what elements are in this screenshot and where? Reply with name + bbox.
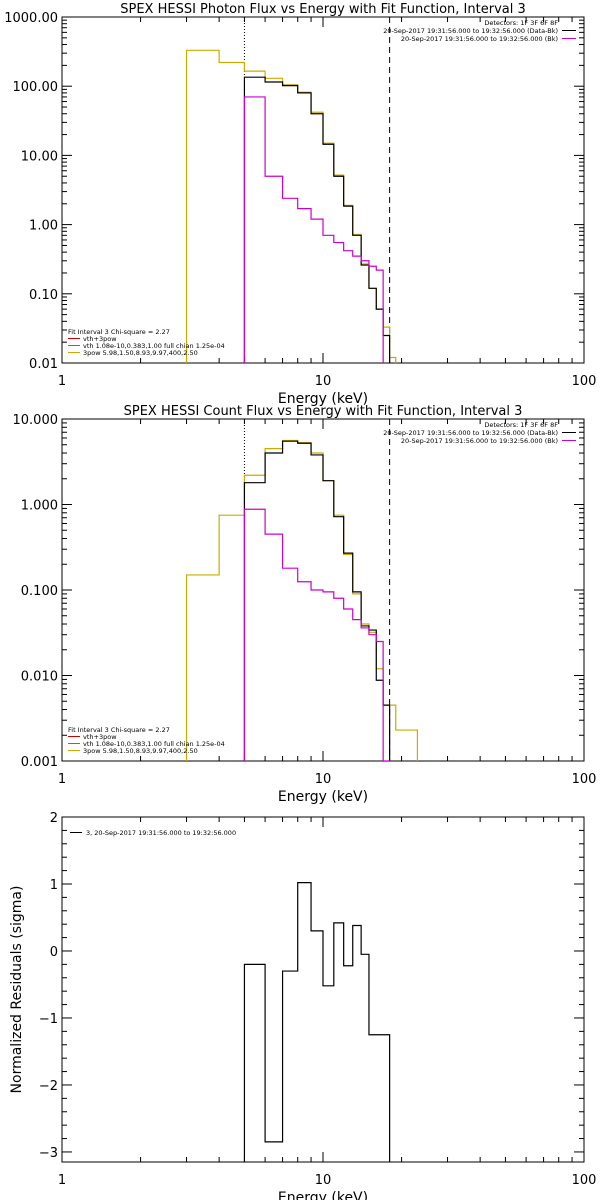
x-tick-label: 1 <box>58 374 66 389</box>
chart-title: SPEX HESSI Photon Flux vs Energy with Fi… <box>120 2 526 17</box>
series-1-histogram <box>243 440 391 761</box>
legend-top-right-label: 20-Sep-2017 19:31:56.000 to 19:32:56.000… <box>401 437 558 445</box>
x-tick-label: 10 <box>315 772 332 787</box>
legend-bottom-left-label: Fit Interval 3 Chi-square = 2.27 <box>68 726 170 734</box>
legend-bottom-left-label: vth 1.08e-10,0.383,1.00 full chian 1.25e… <box>83 740 225 748</box>
y-tick-label: 10.000 <box>13 413 59 428</box>
legend-bottom-left-label: vth+3pow <box>83 335 117 343</box>
series-2-histogram <box>243 508 391 761</box>
chart-panel-count: SPEX HESSI Count Flux vs Energy with Fit… <box>13 404 597 805</box>
y-tick-label: −1 <box>39 1012 58 1027</box>
legend-bottom-left-label: 3pow 5.98,1.50,8.93,9.97,400,2.50 <box>83 349 198 357</box>
series-0-histogram <box>185 49 397 363</box>
series-2-histogram <box>243 96 384 363</box>
y-tick-label: 0.10 <box>29 288 58 303</box>
plot-frame <box>61 16 585 364</box>
y-tick-label: 0 <box>50 945 58 960</box>
x-tick-label: 100 <box>572 374 597 389</box>
x-tick-label: 1 <box>58 772 66 787</box>
y-tick-label: 1000.00 <box>4 11 58 26</box>
x-tick-label: 10 <box>315 374 332 389</box>
legend-top-left-label: 3, 20-Sep-2017 19:31:56.000 to 19:32:56.… <box>86 829 236 837</box>
y-tick-label: 100.00 <box>13 80 59 95</box>
x-axis-label: Energy (keV) <box>278 391 368 407</box>
legend-top-right-label: Detectors: 1F 3F 6F 8F <box>484 421 558 429</box>
y-tick-label: 1.00 <box>29 219 58 234</box>
y-tick-label: 0.01 <box>29 357 58 372</box>
x-tick-label: 1 <box>58 1173 66 1188</box>
y-tick-label: 0.010 <box>21 670 58 685</box>
x-tick-label: 10 <box>315 1173 332 1188</box>
legend-bottom-left-label: 3pow 5.98,1.50,8.93,9.97,400,2.50 <box>83 747 198 755</box>
y-tick-label: 1 <box>50 878 58 893</box>
legend-top-right-label: 20-Sep-2017 19:31:56.000 to 19:32:56.000… <box>383 27 558 35</box>
legend-bottom-left-label: Fit Interval 3 Chi-square = 2.27 <box>68 328 170 336</box>
chart-panel-photon: SPEX HESSI Photon Flux vs Energy with Fi… <box>4 2 596 407</box>
series-1-histogram <box>243 76 391 363</box>
legend-bottom-left-label: vth+3pow <box>83 733 117 741</box>
y-axis-label: Normalized Residuals (sigma) <box>9 886 25 1094</box>
y-tick-label: 0.100 <box>21 584 58 599</box>
plot-area <box>185 419 419 761</box>
x-axis-label: Energy (keV) <box>278 1190 368 1200</box>
y-tick-label: −3 <box>39 1146 58 1161</box>
y-tick-label: 1.000 <box>21 499 58 514</box>
y-tick-label: 10.00 <box>21 149 58 164</box>
x-axis-label: Energy (keV) <box>278 789 368 805</box>
y-tick-label: −2 <box>39 1079 58 1094</box>
chart-title: SPEX HESSI Count Flux vs Energy with Fit… <box>124 404 523 419</box>
x-tick-label: 100 <box>572 1173 597 1188</box>
legend-top-right-label: Detectors: 1F 3F 6F 8F <box>484 19 558 27</box>
plot-area <box>185 17 397 363</box>
legend-bottom-left-label: vth 1.08e-10,0.383,1.00 full chian 1.25e… <box>83 342 225 350</box>
series-0-histogram <box>243 882 391 1162</box>
legend-top-right-label: 20-Sep-2017 19:31:56.000 to 19:32:56.000… <box>383 429 558 437</box>
y-tick-label: 2 <box>50 811 58 826</box>
x-tick-label: 100 <box>572 772 597 787</box>
plot-area <box>243 882 391 1162</box>
chart-panel-residual: Energy (keV) Normalized Residuals (sigma)… <box>9 811 596 1200</box>
legend-top-right-label: 20-Sep-2017 19:31:56.000 to 19:32:56.000… <box>401 35 558 43</box>
y-tick-label: 0.001 <box>21 755 58 770</box>
plot-frame <box>61 816 585 1163</box>
